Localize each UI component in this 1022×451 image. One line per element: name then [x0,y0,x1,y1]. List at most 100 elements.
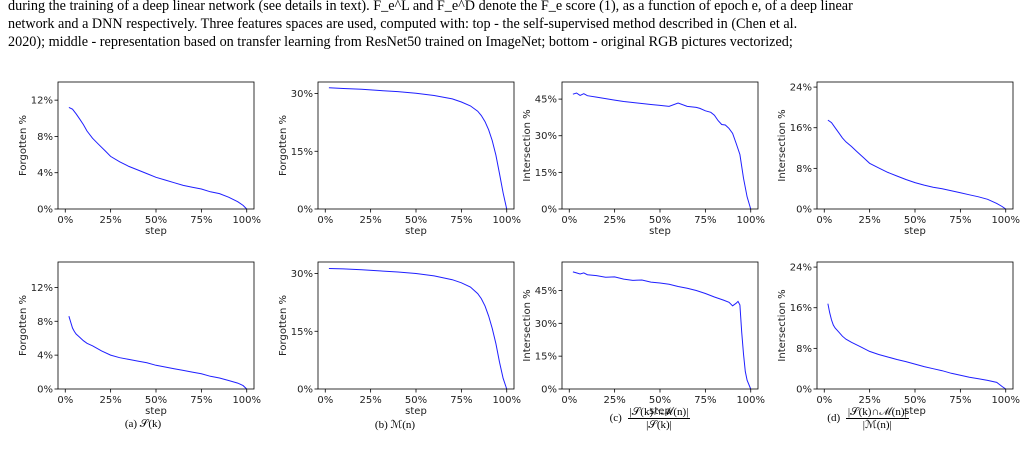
x-tick-label: 100% [991,215,1020,226]
x-tick-label: 25% [604,215,626,226]
x-tick-label: 75% [949,395,971,406]
y-tick-label: 16% [790,303,812,314]
y-tick-label: 15% [291,147,313,158]
x-tick-label: 75% [694,395,716,406]
y-tick-label: 30% [535,319,557,330]
y-tick-label: 30% [291,269,313,280]
caption-line-2: network and a DNN respectively. Three fe… [8,16,798,32]
y-tick-label: 0% [297,385,313,396]
y-tick-label: 0% [37,205,53,216]
y-axis-label: Forgotten % [278,115,289,176]
x-tick-label: 50% [904,395,926,406]
x-axis-label: step [145,406,167,417]
x-tick-label: 75% [949,215,971,226]
plot-frame [317,81,515,210]
subcaption-a: (a) 𝒮(k) [124,418,162,430]
x-tick-label: 50% [145,395,167,406]
x-axis-label: step [405,226,427,237]
x-tick-label: 75% [694,215,716,226]
subcaption-c: (c) |𝒮(k)∩ℳ(n)| |𝒮(k)| [609,406,691,431]
x-axis-label: step [145,226,167,237]
x-tick-label: 50% [405,215,427,226]
plot-frame [816,81,1014,210]
x-tick-label: 0% [561,395,577,406]
plot-frame [57,261,255,390]
y-tick-label: 0% [796,205,812,216]
chart-top-4: 0% 8% 16% 24% 0% 25% 50% 75% 100% step Intersectio… [777,81,1020,237]
chart-bottom-3: 0% 15% 30% 45% 0% 25% 50% 75% 100% step Intersecti… [522,261,765,417]
y-axis-label: Intersection % [777,109,788,181]
y-tick-label: 8% [37,132,53,143]
series-line [827,303,1006,390]
x-tick-label: 100% [991,395,1020,406]
y-tick-label: 30% [291,89,313,100]
x-tick-label: 50% [649,395,671,406]
y-tick-label: 15% [291,327,313,338]
series-line [68,316,248,390]
x-tick-label: 25% [360,395,382,406]
y-tick-label: 0% [796,385,812,396]
x-axis-label: step [904,406,926,417]
y-tick-label: 24% [790,83,812,94]
y-tick-label: 24% [790,263,812,274]
plot-frame [561,81,759,210]
y-tick-label: 45% [535,286,557,297]
x-tick-label: 25% [100,215,122,226]
figure-caption-continuation: during the training of a deep linear net… [8,0,1016,51]
x-tick-label: 25% [604,395,626,406]
x-tick-label: 0% [317,215,333,226]
subcaption-b: (b) ℳ(n) [374,419,416,431]
y-tick-label: 0% [541,385,557,396]
y-tick-label: 0% [37,385,53,396]
y-tick-label: 0% [297,205,313,216]
x-tick-label: 50% [405,395,427,406]
x-axis-label: step [904,226,926,237]
y-tick-label: 8% [796,344,812,355]
x-tick-label: 100% [492,215,521,226]
x-tick-label: 100% [736,395,765,406]
series-line [572,271,752,390]
y-tick-label: 8% [796,164,812,175]
x-tick-label: 50% [649,215,671,226]
y-tick-label: 4% [37,168,53,179]
x-tick-label: 0% [816,215,832,226]
x-tick-label: 25% [859,395,881,406]
series-line [572,92,752,210]
y-tick-label: 12% [31,96,53,107]
x-tick-label: 25% [100,395,122,406]
chart-top-3: 0% 15% 30% 45% 0% 25% 50% 75% 100% step Intersecti… [522,81,765,237]
x-axis-label: step [405,406,427,417]
x-tick-label: 0% [561,215,577,226]
x-tick-label: 0% [816,395,832,406]
caption-line-3: 2020); middle - representation based on … [8,34,793,50]
chart-bottom-1: 0% 4% 8% 12% 0% 25% 50% 75% 100% step Forgotten % [18,261,261,417]
x-tick-label: 0% [317,395,333,406]
x-tick-label: 100% [492,395,521,406]
subcaption-d-fraction: |𝒮(k)∩ℳ(n)| |ℳ(n)| [845,406,909,431]
plot-frame [57,81,255,210]
x-tick-label: 100% [232,395,261,406]
y-tick-label: 16% [790,123,812,134]
y-tick-label: 4% [37,351,53,362]
subcaption-d: (d) |𝒮(k)∩ℳ(n)| |ℳ(n)| [827,406,909,431]
y-axis-label: Intersection % [522,289,533,361]
x-tick-label: 75% [450,395,472,406]
x-tick-label: 25% [360,215,382,226]
y-tick-label: 45% [535,95,557,106]
chart-top-2: 0% 15% 30% 0% 25% 50% 75% 100% step Forgotten % [278,81,521,237]
chart-top-1: 0% 4% 8% 12% 0% 25% 50% 75% 100% step Forgotten % [18,81,261,237]
chart-bottom-4: 0% 8% 16% 24% 0% 25% 50% 75% 100% step Intersectio… [777,261,1020,417]
x-tick-label: 0% [57,215,73,226]
y-tick-label: 12% [31,283,53,294]
x-tick-label: 25% [859,215,881,226]
y-tick-label: 15% [535,168,557,179]
y-tick-label: 30% [535,131,557,142]
x-tick-label: 75% [450,215,472,226]
x-axis-label: step [649,406,671,417]
y-tick-label: 8% [37,317,53,328]
y-axis-label: Intersection % [522,109,533,181]
series-line [827,119,1006,210]
subcaption-c-fraction: |𝒮(k)∩ℳ(n)| |𝒮(k)| [627,406,691,431]
series-line [68,106,248,210]
caption-line-1: during the training of a deep linear net… [8,0,853,14]
